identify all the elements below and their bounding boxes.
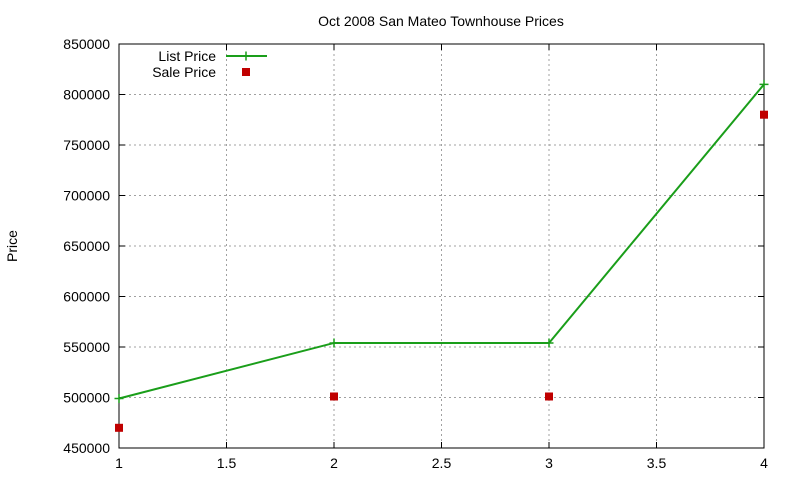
data-series: [114, 79, 769, 432]
y-tick-label: 850000: [63, 36, 110, 52]
grid-lines: [119, 44, 764, 448]
legend-marker-sale-price: [242, 68, 250, 76]
x-tick-label: 2.5: [432, 455, 452, 471]
list-price-point: [759, 79, 769, 89]
x-tick-label: 1: [115, 455, 123, 471]
legend: List Price Sale Price: [152, 48, 267, 80]
y-axis-label: Price: [4, 230, 20, 262]
legend-marker-list-price: [241, 51, 251, 61]
y-tick-label: 550000: [63, 339, 110, 355]
y-tick-label: 750000: [63, 137, 110, 153]
x-tick-label: 3: [545, 455, 553, 471]
y-tick-label: 800000: [63, 87, 110, 103]
y-tick-label: 500000: [63, 390, 110, 406]
chart-title: Oct 2008 San Mateo Townhouse Prices: [318, 13, 564, 29]
y-tick-label: 650000: [63, 238, 110, 254]
x-tick-label: 4: [760, 455, 768, 471]
y-tick-label: 450000: [63, 440, 110, 456]
sale-price-point: [330, 392, 338, 401]
x-tick-label: 1.5: [217, 455, 237, 471]
legend-label-sale-price: Sale Price: [152, 64, 216, 80]
y-tick-label: 700000: [63, 188, 110, 204]
y-tick-label: 600000: [63, 289, 110, 305]
sale-price-point: [545, 392, 553, 401]
legend-label-list-price: List Price: [158, 48, 216, 64]
sale-price-point: [115, 423, 123, 432]
list-price-point: [544, 338, 554, 348]
x-tick-label: 3.5: [647, 455, 667, 471]
sale-price-point: [760, 110, 768, 119]
list-price-point: [114, 394, 124, 404]
x-tick-label: 2: [330, 455, 338, 471]
list-price-line: [118, 83, 765, 400]
list-price-point: [329, 338, 339, 348]
axis-ticks: 450000 500000 550000 600000 650000 700000 7500…: [63, 36, 768, 471]
